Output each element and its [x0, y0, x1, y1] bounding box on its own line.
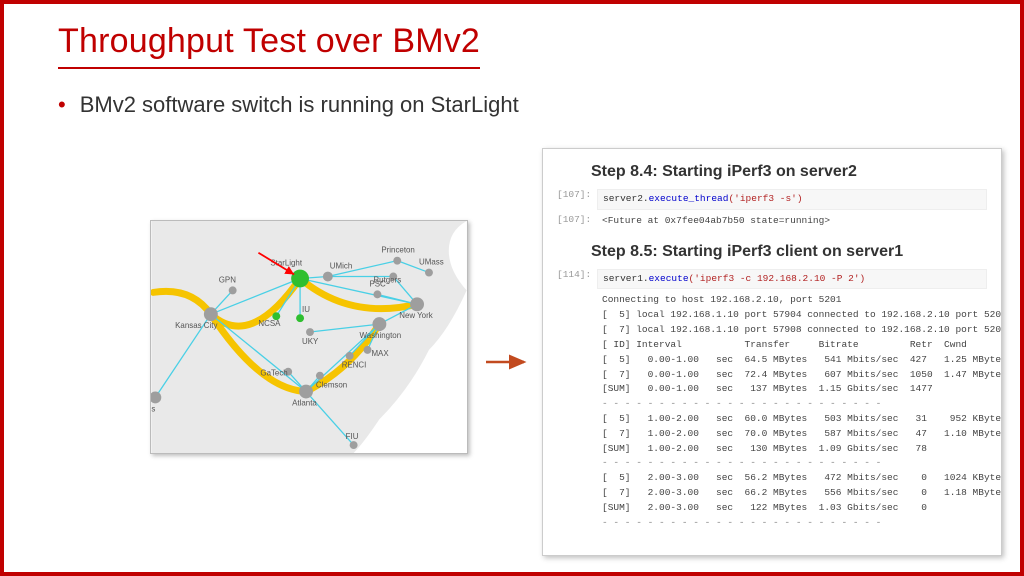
slide-title: Throughput Test over BMv2 [58, 22, 480, 69]
network-map: StarLightUMichPrincetonRutgersUMassPSCNe… [150, 220, 468, 454]
svg-text:PSC: PSC [369, 279, 386, 288]
output-row: [ 7] 0.00-1.00 sec 72.4 MBytes 607 Mbits… [557, 368, 987, 383]
svg-text:New York: New York [399, 311, 433, 320]
code-cell: [107]: server2.execute_thread('iperf3 -s… [557, 189, 987, 210]
svg-text:GaTech: GaTech [260, 369, 287, 378]
svg-text:NCSA: NCSA [258, 319, 281, 328]
svg-text:Princeton: Princeton [381, 246, 414, 255]
bullet-dot-icon: • [58, 92, 66, 118]
output-row: - - - - - - - - - - - - - - - - - - - - … [557, 397, 987, 412]
output-row: [ 5] 0.00-1.00 sec 64.5 MBytes 541 Mbits… [557, 353, 987, 368]
code-output-panel: Step 8.4: Starting iPerf3 on server2 [10… [542, 148, 1002, 556]
svg-text:UKY: UKY [302, 337, 319, 346]
svg-text:GPN: GPN [219, 275, 236, 284]
output-row: [ ID] Interval Transfer Bitrate Retr Cwn… [557, 338, 987, 353]
output-row: [ 7] 2.00-3.00 sec 66.2 MBytes 556 Mbits… [557, 486, 987, 501]
output-row: Connecting to host 192.168.2.10, port 52… [557, 293, 987, 308]
output-row: [SUM] 0.00-1.00 sec 137 MBytes 1.15 Gbit… [557, 382, 987, 397]
svg-text:FIU: FIU [346, 432, 359, 441]
code-line: server2.execute_thread('iperf3 -s') [597, 189, 987, 210]
output-row: - - - - - - - - - - - - - - - - - - - - … [557, 516, 987, 531]
output-row: [ 5] local 192.168.1.10 port 57904 conne… [557, 308, 987, 323]
output-text: <Future at 0x7fee04ab7b50 state=running> [597, 214, 987, 229]
svg-text:Atlanta: Atlanta [292, 398, 317, 407]
svg-text:s: s [151, 404, 155, 413]
bullet-text: BMv2 software switch is running on StarL… [80, 92, 519, 118]
svg-text:Clemson: Clemson [316, 381, 347, 390]
svg-text:UMich: UMich [330, 262, 352, 271]
svg-text:IU: IU [302, 305, 310, 314]
svg-text:Kansas City: Kansas City [175, 321, 217, 330]
step-heading-85: Step 8.5: Starting iPerf3 client on serv… [591, 243, 987, 261]
code-line: server1.execute('iperf3 -c 192.168.2.10 … [597, 269, 987, 290]
output-row: [ 5] 1.00-2.00 sec 60.0 MBytes 503 Mbits… [557, 412, 987, 427]
output-row: - - - - - - - - - - - - - - - - - - - - … [557, 456, 987, 471]
output-row: [SUM] 1.00-2.00 sec 130 MBytes 1.09 Gbit… [557, 442, 987, 457]
output-row: [ 7] local 192.168.1.10 port 57908 conne… [557, 323, 987, 338]
svg-text:UMass: UMass [419, 258, 444, 267]
output-row: [ 5] 2.00-3.00 sec 56.2 MBytes 472 Mbits… [557, 471, 987, 486]
cell-prompt: [107]: [557, 189, 597, 210]
cell-prompt: [107]: [557, 214, 597, 229]
output-row: [SUM] 2.00-3.00 sec 122 MBytes 1.03 Gbit… [557, 501, 987, 516]
map-svg: StarLightUMichPrincetonRutgersUMassPSCNe… [151, 221, 467, 453]
svg-text:MAX: MAX [371, 349, 389, 358]
svg-text:Washington: Washington [360, 331, 402, 340]
bullet-item: • BMv2 software switch is running on Sta… [58, 92, 519, 118]
step-heading-84: Step 8.4: Starting iPerf3 on server2 [591, 163, 987, 181]
arrow-right-icon [484, 350, 532, 374]
output-row: [ 7] 1.00-2.00 sec 70.0 MBytes 587 Mbits… [557, 427, 987, 442]
iperf-output: Connecting to host 192.168.2.10, port 52… [557, 293, 987, 530]
cell-prompt: [114]: [557, 269, 597, 290]
output-row: [107]: <Future at 0x7fee04ab7b50 state=r… [557, 214, 987, 229]
code-cell: [114]: server1.execute('iperf3 -c 192.16… [557, 269, 987, 290]
slide: Throughput Test over BMv2 • BMv2 softwar… [0, 0, 1024, 576]
svg-text:RENCI: RENCI [342, 361, 367, 370]
